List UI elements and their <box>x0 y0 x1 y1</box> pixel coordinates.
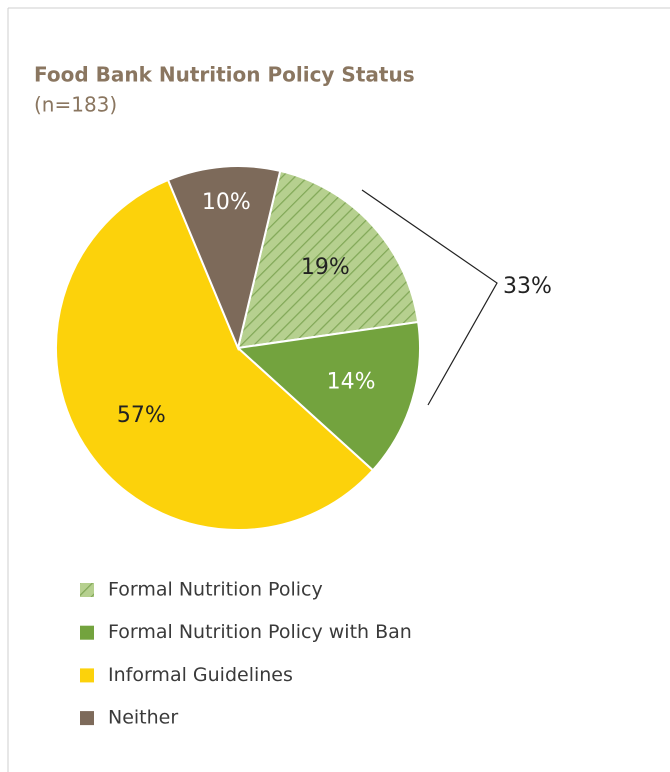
slice-label: 19% <box>301 255 350 280</box>
chart-title: Food Bank Nutrition Policy Status <box>34 63 415 87</box>
pie-slice <box>166 165 282 352</box>
pie-slice <box>55 178 375 531</box>
chart-subtitle: (n=183) <box>34 93 117 117</box>
legend-swatch <box>80 668 94 683</box>
legend-label: Formal Nutrition Policy <box>108 579 323 601</box>
pie-slice <box>236 169 420 350</box>
legend-label: Formal Nutrition Policy with Ban <box>108 621 412 643</box>
slice-label: 10% <box>202 190 251 215</box>
bracket <box>361 189 498 406</box>
legend-label: Informal Guidelines <box>108 664 293 686</box>
legend-swatch <box>80 711 94 726</box>
slice-label: 57% <box>117 403 166 428</box>
legend-swatch <box>80 625 94 640</box>
legend-swatch <box>80 583 94 597</box>
pie-slice <box>235 320 421 472</box>
slice-label: 14% <box>327 370 376 395</box>
annotation: 33% <box>503 274 552 299</box>
legend-label: Neither <box>108 707 178 729</box>
